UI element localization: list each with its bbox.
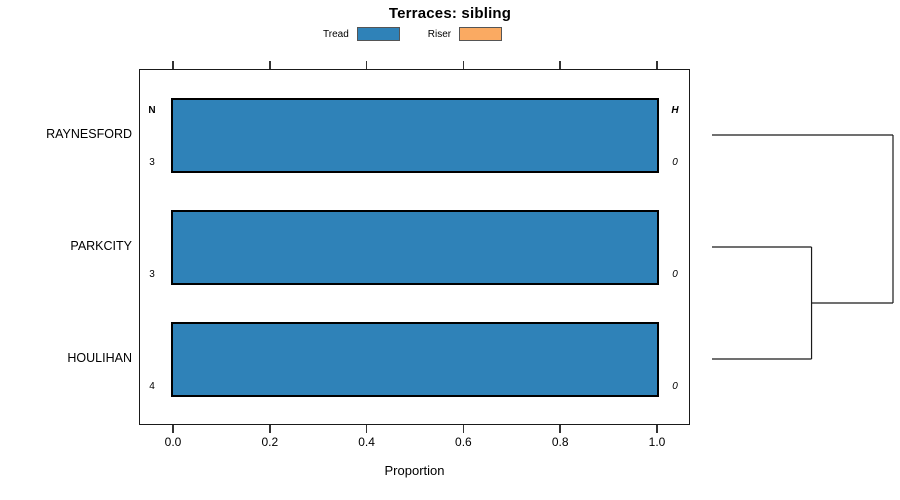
x-tick-bottom — [172, 425, 174, 433]
h-column-header: H — [671, 104, 679, 116]
x-tick-top — [559, 61, 561, 69]
h-value-houlihan: 0 — [672, 380, 678, 392]
x-tick-top — [269, 61, 271, 69]
n-value-houlihan: 4 — [149, 380, 155, 392]
x-tick-label: 0.4 — [358, 435, 375, 449]
legend-label-riser: Riser — [427, 28, 452, 40]
bar-tread-houlihan — [171, 321, 659, 397]
x-tick-bottom — [559, 425, 561, 433]
x-tick-label: 0.6 — [455, 435, 472, 449]
legend-label-tread: Tread — [323, 28, 349, 40]
h-value-raynesford: 0 — [672, 156, 678, 168]
legend-item-tread: Tread — [323, 27, 400, 41]
x-tick-top — [365, 61, 368, 69]
n-value-parkcity: 3 — [149, 268, 155, 280]
legend-item-riser: Riser — [427, 27, 503, 41]
x-tick-label: 0.8 — [551, 435, 569, 449]
n-column-header: N — [148, 104, 156, 116]
bar-tread-parkcity — [171, 209, 659, 285]
x-tick-label: 0.0 — [164, 435, 182, 449]
bar-tread-raynesford — [171, 97, 659, 173]
h-value-parkcity: 0 — [672, 268, 678, 280]
row-label-parkcity: PARKCITY — [70, 239, 132, 253]
x-tick-label: 0.2 — [261, 435, 279, 449]
x-axis-title: Proportion — [384, 463, 445, 478]
x-tick-bottom — [462, 425, 465, 433]
x-tick-label: 1.0 — [648, 435, 666, 449]
row-label-houlihan: HOULIHAN — [67, 351, 132, 365]
x-tick-bottom — [656, 425, 658, 433]
n-value-raynesford: 3 — [149, 156, 155, 168]
chart-title: Terraces: sibling — [388, 5, 512, 22]
x-tick-bottom — [269, 425, 271, 433]
x-tick-top — [172, 61, 174, 69]
legend-swatch-tread — [356, 27, 400, 41]
legend: Tread Riser — [323, 27, 503, 41]
row-label-raynesford: RAYNESFORD — [46, 127, 132, 141]
legend-swatch-riser — [459, 27, 503, 41]
x-tick-bottom — [365, 425, 368, 433]
x-tick-top — [656, 61, 658, 69]
x-tick-top — [462, 61, 465, 69]
